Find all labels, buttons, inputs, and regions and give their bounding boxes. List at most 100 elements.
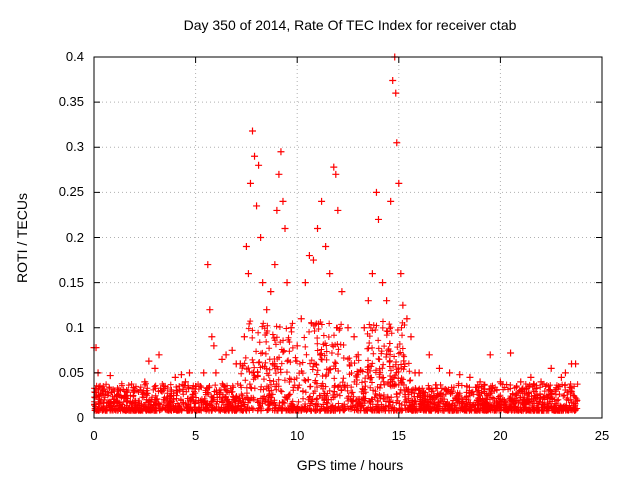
data-point (244, 270, 252, 278)
data-point (253, 202, 261, 210)
noise-marker (391, 353, 398, 360)
noise-marker (378, 348, 385, 355)
noise-marker (401, 398, 408, 405)
data-point (338, 288, 346, 296)
noise-marker (344, 403, 351, 410)
noise-marker (436, 390, 443, 397)
noise-marker (380, 403, 387, 410)
noise-marker (341, 383, 348, 390)
noise-marker (256, 399, 263, 406)
data-point (246, 179, 254, 187)
noise-marker (522, 404, 529, 411)
noise-marker (483, 396, 490, 403)
noise-marker (237, 382, 244, 389)
noise-marker (242, 377, 249, 384)
data-point (210, 342, 218, 350)
noise-marker (375, 407, 382, 414)
noise-marker (512, 391, 519, 398)
noise-marker (325, 366, 332, 373)
noise-marker (167, 388, 174, 395)
noise-marker (399, 345, 406, 352)
data-point (177, 371, 185, 379)
noise-marker (359, 402, 366, 409)
noise-marker (357, 367, 364, 374)
noise-marker (248, 385, 255, 392)
noise-marker (384, 328, 391, 335)
noise-marker (524, 392, 531, 399)
noise-marker (340, 407, 347, 414)
noise-marker (569, 407, 576, 414)
noise-marker (568, 399, 575, 406)
noise-marker (296, 360, 303, 367)
noise-marker (455, 380, 462, 387)
noise-marker (271, 356, 278, 363)
noise-marker (317, 392, 324, 399)
noise-marker (466, 392, 473, 399)
noise-marker (511, 404, 518, 411)
noise-marker (232, 402, 239, 409)
noise-marker (219, 380, 226, 387)
noise-marker (150, 386, 157, 393)
data-point (332, 170, 340, 178)
noise-marker (331, 375, 338, 382)
noise-marker (215, 406, 222, 413)
noise-marker (349, 389, 356, 396)
noise-marker (459, 398, 466, 405)
noise-marker (321, 352, 328, 359)
noise-marker (257, 407, 264, 414)
noise-marker (369, 360, 376, 367)
data-point (435, 364, 443, 372)
noise-marker (146, 407, 153, 414)
data-point (186, 369, 194, 377)
noise-marker (314, 340, 321, 347)
noise-marker (386, 321, 393, 328)
data-point (145, 357, 153, 365)
data-point (322, 243, 330, 251)
data-point (287, 324, 295, 332)
noise-marker (531, 392, 538, 399)
noise-marker (260, 320, 267, 327)
noise-marker (264, 406, 271, 413)
noise-marker (401, 393, 408, 400)
noise-marker (225, 403, 232, 410)
noise-marker (340, 354, 347, 361)
noise-marker (278, 360, 285, 367)
data-point (151, 364, 159, 372)
noise-marker (379, 365, 386, 372)
noise-marker (300, 395, 307, 402)
noise-marker (362, 375, 369, 382)
noise-marker (381, 343, 388, 350)
noise-marker (303, 351, 310, 358)
noise-marker (331, 388, 338, 395)
data-point (374, 215, 382, 223)
noise-marker (132, 397, 139, 404)
noise-marker (408, 387, 415, 394)
noise-marker (338, 386, 345, 393)
noise-marker (372, 326, 379, 333)
y-tick-label: 0.2 (65, 229, 84, 245)
noise-marker (398, 324, 405, 331)
data-point (161, 382, 169, 390)
noise-marker (272, 401, 279, 408)
data-point (255, 161, 263, 169)
data-point (456, 371, 464, 379)
noise-marker (312, 377, 319, 384)
noise-marker (570, 392, 577, 399)
noise-marker (524, 407, 531, 414)
noise-marker (314, 367, 321, 374)
noise-marker (257, 350, 264, 357)
noise-marker (123, 402, 130, 409)
noise-marker (261, 325, 268, 332)
data-point (305, 252, 313, 260)
noise-marker (277, 339, 284, 346)
noise-marker (452, 395, 459, 402)
noise-marker (489, 382, 496, 389)
noise-marker (526, 398, 533, 405)
noise-marker (472, 384, 479, 391)
noise-marker (290, 387, 297, 394)
data-point (360, 324, 368, 332)
data-point (297, 315, 305, 323)
noise-marker (458, 394, 465, 401)
data-point (257, 234, 265, 241)
